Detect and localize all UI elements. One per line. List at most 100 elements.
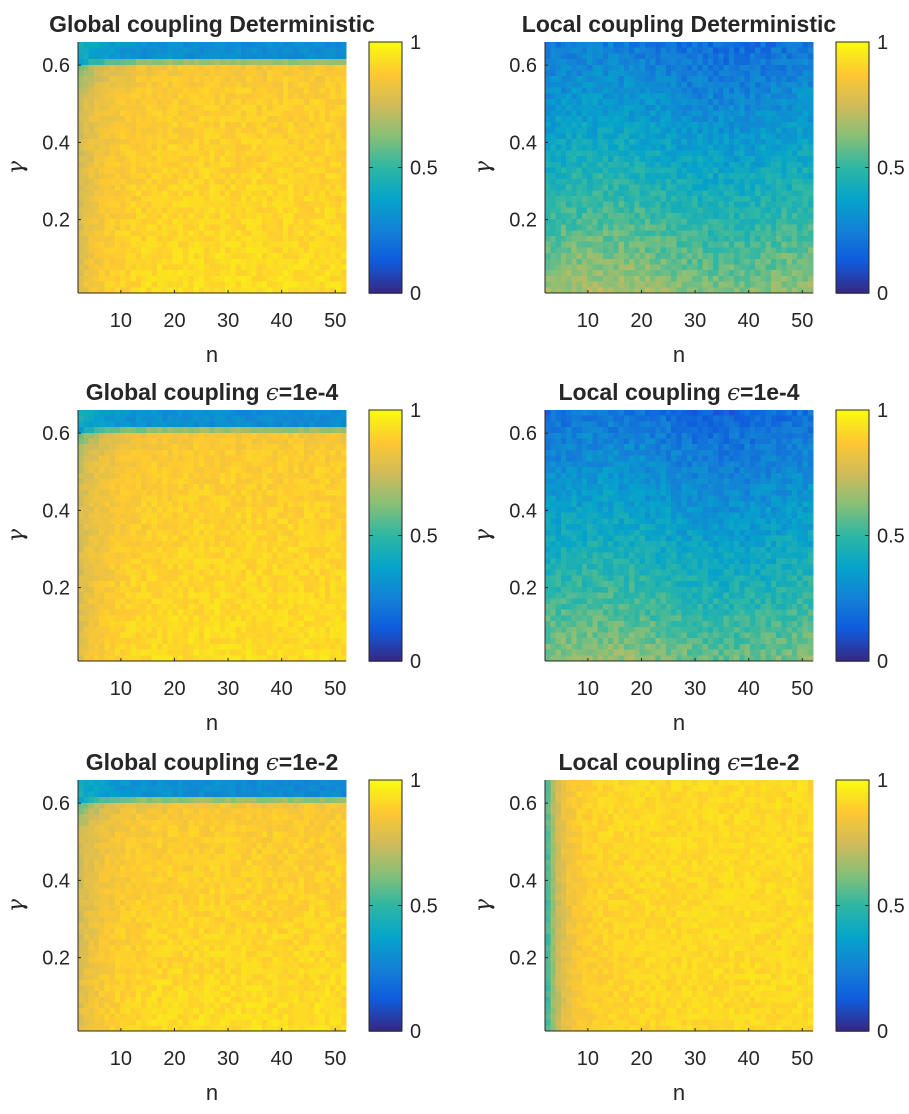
heatmap-cell — [230, 48, 236, 54]
heatmap-cell — [802, 122, 808, 128]
heatmap-cell — [199, 105, 205, 111]
heatmap-cell — [776, 259, 782, 265]
heatmap-cell — [671, 259, 677, 265]
heatmap-cell — [136, 219, 142, 225]
heatmap-cell — [713, 76, 719, 82]
heatmap-cell — [173, 276, 179, 282]
heatmap-cell — [325, 185, 331, 191]
heatmap-cell — [89, 230, 95, 236]
title-part: Local coupling Deterministic — [522, 11, 837, 37]
heatmap-cell — [325, 156, 331, 162]
heatmap-cell — [640, 99, 646, 105]
heatmap-cell — [293, 253, 299, 259]
heatmap-cell — [83, 416, 89, 422]
heatmap-cell — [550, 219, 556, 225]
heatmap-cell — [288, 421, 294, 427]
heatmap-cell — [545, 253, 551, 259]
heatmap-cell — [808, 65, 814, 71]
heatmap-cell — [120, 99, 126, 105]
heatmap-cell — [808, 110, 814, 116]
heatmap-cell — [666, 88, 672, 94]
heatmap-cell — [278, 427, 284, 433]
heatmap-cell — [561, 105, 567, 111]
heatmap-cell — [745, 247, 751, 253]
heatmap-cell — [146, 168, 152, 174]
y-tick-label: 0.2 — [42, 210, 70, 232]
heatmap-cell — [104, 150, 110, 156]
heatmap-cell — [619, 133, 625, 139]
heatmap-cell — [676, 42, 682, 48]
heatmap-cell — [288, 282, 294, 288]
heatmap-cell — [283, 207, 289, 213]
heatmap-cell — [309, 190, 315, 196]
heatmap-cell — [708, 225, 714, 231]
heatmap-cell — [645, 173, 651, 179]
heatmap-cell — [236, 145, 242, 151]
heatmap-cell — [550, 156, 556, 162]
heatmap-cell — [766, 128, 772, 134]
heatmap-cell — [682, 122, 688, 128]
heatmap-cell — [671, 173, 677, 179]
heatmap-cell — [215, 427, 221, 433]
heatmap-cell — [335, 173, 341, 179]
heatmap-cell — [152, 88, 158, 94]
heatmap-cell — [341, 93, 347, 99]
heatmap-cell — [288, 110, 294, 116]
heatmap-cell — [167, 99, 173, 105]
heatmap-cell — [734, 259, 740, 265]
heatmap-cell — [645, 145, 651, 151]
heatmap-cell — [325, 282, 331, 288]
heatmap-cell — [309, 88, 315, 94]
heatmap-cell — [278, 116, 284, 122]
heatmap-cell — [204, 145, 210, 151]
heatmap-cell — [708, 259, 714, 265]
heatmap-cell — [178, 93, 184, 99]
heatmap-cell — [718, 110, 724, 116]
heatmap-cell — [78, 173, 84, 179]
heatmap-cell — [577, 247, 583, 253]
heatmap-cell — [220, 213, 226, 219]
heatmap-cell — [676, 82, 682, 88]
heatmap-cell — [178, 247, 184, 253]
heatmap-cell — [787, 213, 793, 219]
heatmap-cell — [104, 236, 110, 242]
heatmap-cell — [215, 122, 221, 128]
heatmap-cell — [545, 128, 551, 134]
heatmap-cell — [592, 225, 598, 231]
heatmap-cell — [320, 179, 326, 185]
heatmap-cell — [246, 168, 252, 174]
heatmap-cell — [173, 236, 179, 242]
heatmap-cell — [251, 213, 257, 219]
heatmap-cell — [661, 139, 667, 145]
heatmap-cell — [682, 105, 688, 111]
heatmap-cell — [697, 173, 703, 179]
heatmap-cell — [645, 225, 651, 231]
heatmap-cell — [325, 88, 331, 94]
heatmap-cell — [162, 93, 168, 99]
heatmap-cell — [640, 71, 646, 77]
heatmap-cell — [760, 128, 766, 134]
heatmap-cell — [692, 105, 698, 111]
heatmap-cell — [241, 185, 247, 191]
heatmap-cell — [341, 242, 347, 248]
heatmap-cell — [619, 190, 625, 196]
heatmap-cell — [808, 264, 814, 270]
heatmap-cell — [661, 105, 667, 111]
heatmap-cell — [131, 416, 137, 422]
heatmap-cell — [330, 421, 336, 427]
heatmap-cell — [325, 225, 331, 231]
heatmap-cell — [188, 133, 194, 139]
heatmap-cell — [566, 190, 572, 196]
heatmap-cell — [571, 93, 577, 99]
heatmap-cell — [781, 213, 787, 219]
heatmap-cell — [787, 150, 793, 156]
heatmap-cell — [808, 202, 814, 208]
heatmap-cell — [676, 53, 682, 59]
heatmap-cell — [99, 105, 105, 111]
heatmap-cell — [131, 410, 137, 416]
heatmap-cell — [152, 122, 158, 128]
heatmap-cell — [650, 116, 656, 122]
heatmap-cell — [634, 219, 640, 225]
heatmap-cell — [629, 133, 635, 139]
heatmap-cell — [640, 133, 646, 139]
